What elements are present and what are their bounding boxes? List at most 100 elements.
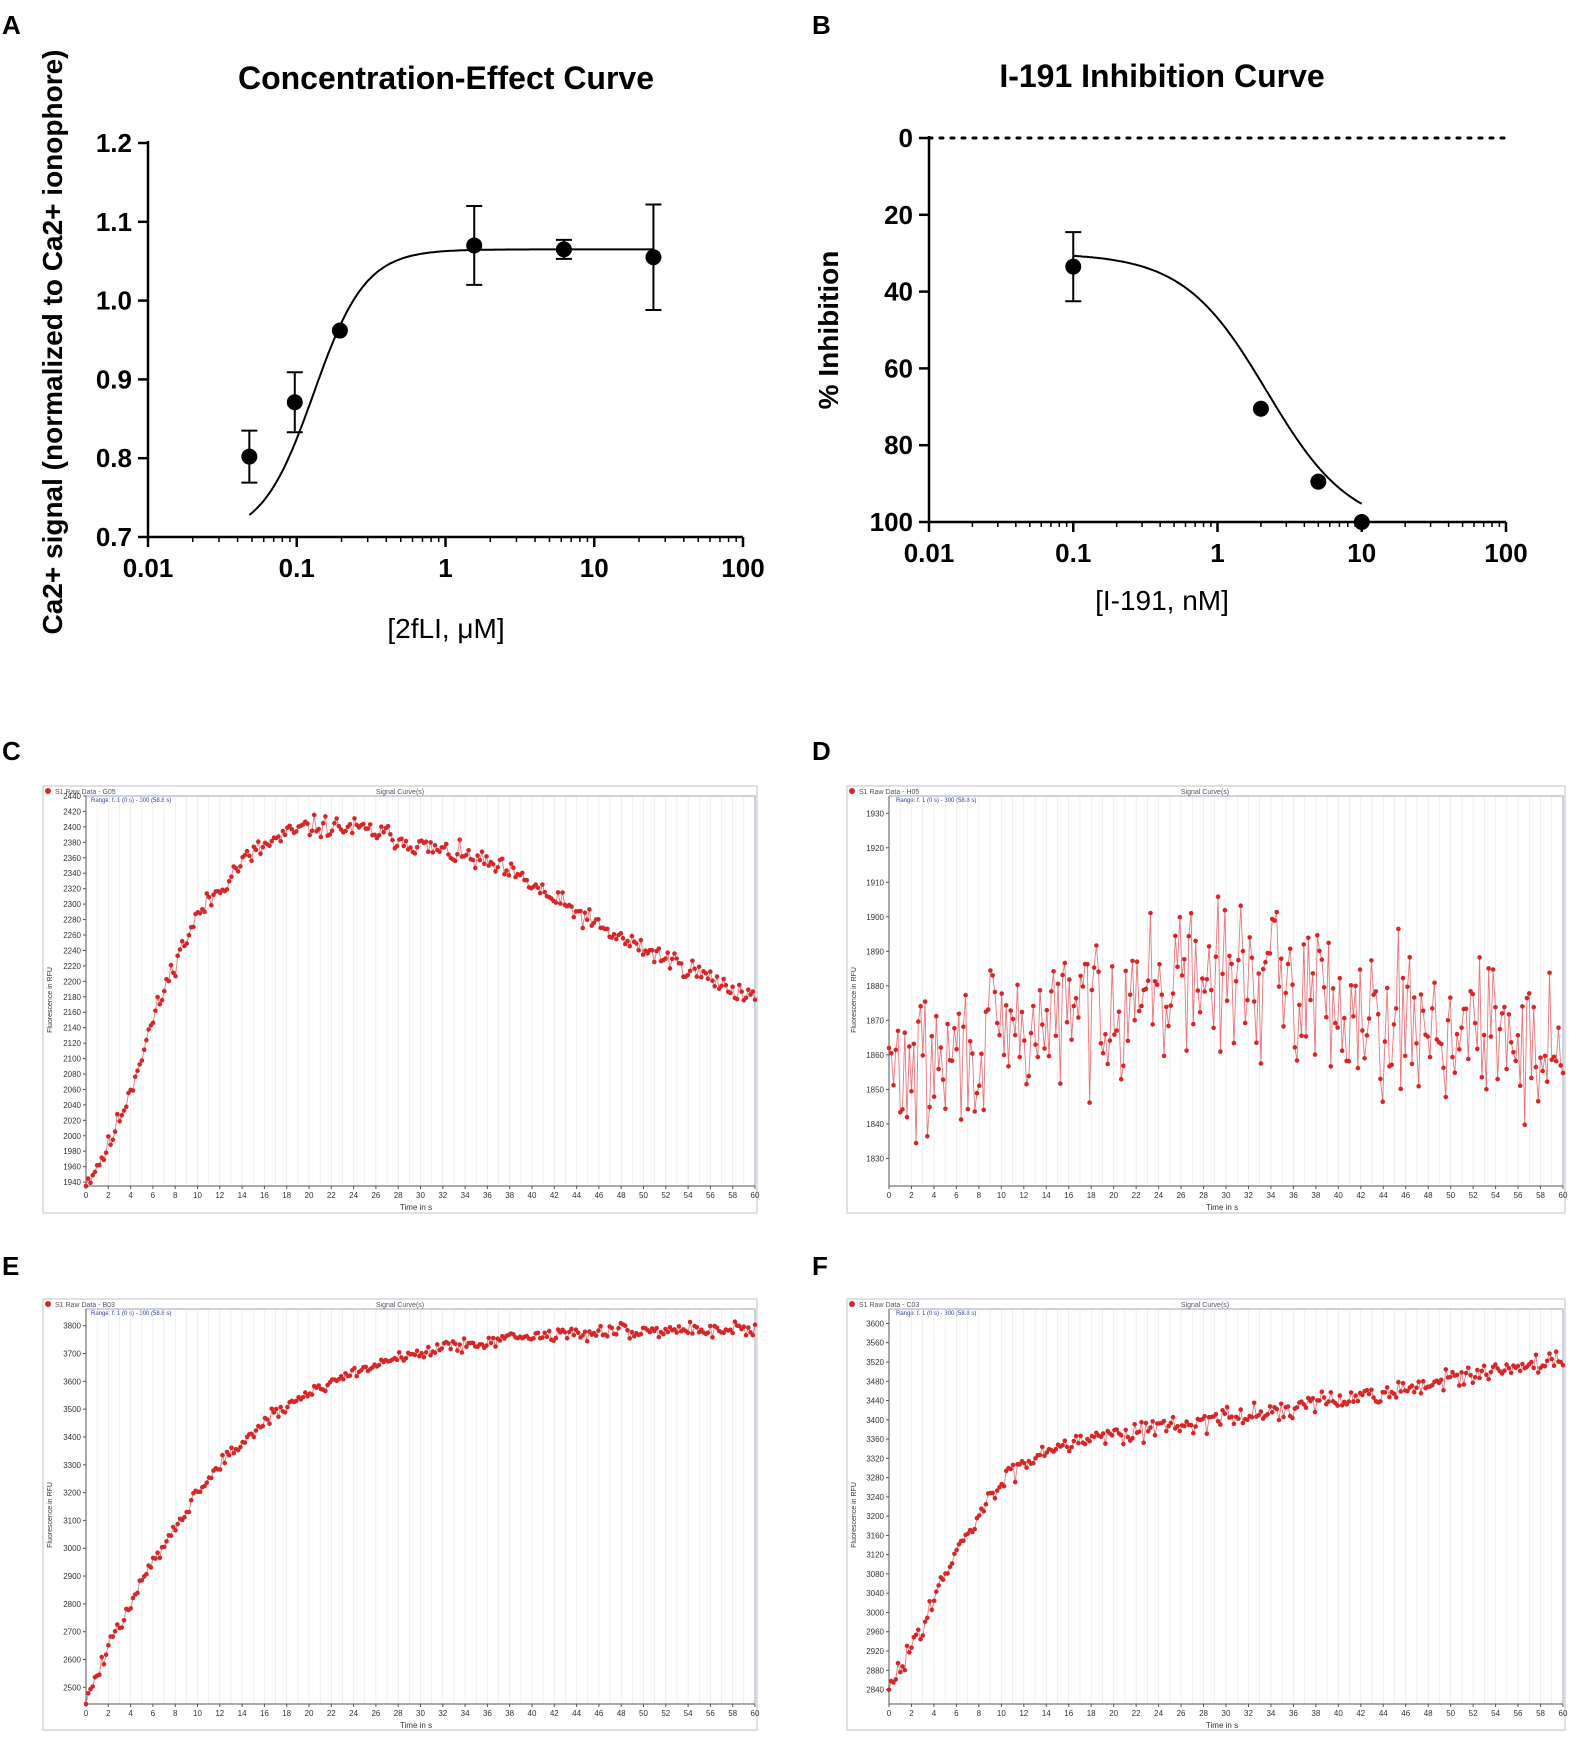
x-tick-label: 44 [1379, 1709, 1388, 1718]
signal-point [414, 1348, 420, 1354]
signal-point [1008, 1008, 1013, 1013]
x-tick-label: 42 [550, 1191, 559, 1200]
y-tick-label: 3000 [866, 1608, 884, 1617]
signal-point [1328, 1064, 1334, 1069]
signal-point [307, 832, 313, 838]
signal-point [1493, 1362, 1498, 1367]
signal-point [652, 959, 657, 965]
panel-a-y-label: Ca2+ signal (normalized to Ca2+ ionophor… [37, 50, 68, 635]
y-tick-label: 2020 [63, 1116, 81, 1125]
y-tick-label: 3080 [866, 1570, 884, 1579]
signal-point [1076, 1015, 1081, 1020]
signal-point [1326, 940, 1331, 946]
signal-point [719, 983, 724, 989]
y-tick-label: 3400 [866, 1416, 884, 1425]
x-tick-label: 10 [193, 1191, 202, 1200]
y-tick-label: 2800 [63, 1600, 81, 1609]
x-tick-label: 56 [706, 1191, 715, 1200]
signal-point [1069, 1037, 1074, 1043]
signal-point [253, 847, 259, 853]
signal-point [1306, 935, 1311, 941]
x-tick-label: 10 [997, 1191, 1006, 1200]
y-tick-label: 20 [884, 200, 913, 230]
signal-point [204, 1480, 210, 1485]
signal-point [555, 890, 561, 895]
y-tick-label: 2960 [866, 1628, 884, 1637]
signal-point [661, 1331, 666, 1337]
y-tick-label: 3100 [63, 1516, 81, 1525]
panel-f-range-label: Range: f. 1 (0 s) - 300 (58.8 s) [896, 1311, 976, 1317]
signal-point [173, 973, 178, 979]
signal-point [1299, 1033, 1304, 1038]
signal-point [224, 1449, 230, 1455]
signal-point [920, 1053, 926, 1058]
signal-point [1488, 1369, 1494, 1375]
signal-point [1348, 983, 1354, 988]
signal-point [1260, 966, 1266, 972]
signal-point [611, 932, 617, 937]
signal-point [1078, 1433, 1083, 1439]
x-tick-label: 18 [1087, 1709, 1096, 1718]
signal-point [1391, 1022, 1397, 1027]
signal-point [1224, 1404, 1230, 1410]
signal-point [135, 1068, 140, 1073]
signal-point [1452, 1070, 1458, 1075]
signal-point [1274, 909, 1279, 915]
signal-point [141, 1047, 147, 1052]
signal-point [1504, 1362, 1509, 1367]
y-tick-label: 3360 [866, 1435, 884, 1444]
signal-point [1161, 1418, 1167, 1424]
signal-point [1493, 1005, 1498, 1010]
signal-point [177, 947, 183, 952]
signal-point [443, 841, 449, 847]
x-tick-label: 8 [977, 1709, 982, 1718]
signal-point [1290, 1415, 1295, 1421]
signal-point [1141, 1440, 1146, 1446]
panel-e-range-label: Range: f. 1 (0 s) - 300 (58.8 s) [91, 1311, 171, 1317]
signal-point [1481, 1363, 1487, 1369]
signal-point [197, 911, 203, 916]
x-tick-label: 46 [594, 1191, 603, 1200]
signal-point [647, 1329, 653, 1335]
signal-point [341, 1377, 346, 1382]
signal-point [913, 1140, 919, 1146]
signal-point [354, 1373, 360, 1379]
signal-point [584, 1338, 590, 1344]
signal-point [687, 1319, 693, 1325]
signal-point [130, 1595, 136, 1601]
signal-point [249, 1431, 254, 1437]
signal-point [83, 1701, 89, 1707]
signal-point [918, 1003, 923, 1009]
signal-point [1175, 964, 1180, 970]
signal-point [1484, 1087, 1489, 1092]
signal-point [1324, 1014, 1329, 1020]
data-point [1065, 258, 1082, 275]
data-point [331, 322, 348, 339]
signal-point [115, 1111, 120, 1117]
signal-point [155, 994, 160, 1000]
y-tick-label: 80 [884, 430, 913, 460]
x-tick-label: 100 [1484, 538, 1527, 568]
signal-point [144, 1037, 149, 1043]
signal-point [1159, 992, 1165, 997]
signal-point [1488, 1034, 1494, 1039]
signal-point [553, 1335, 559, 1341]
x-tick-label: 8 [173, 1709, 178, 1718]
signal-point [441, 845, 447, 850]
signal-point [423, 839, 429, 844]
signal-point [347, 822, 353, 827]
signal-point [1240, 948, 1246, 954]
signal-point [459, 1350, 465, 1355]
signal-point [694, 974, 700, 979]
signal-point [1301, 1402, 1307, 1407]
signal-point [394, 843, 400, 849]
signal-point [696, 964, 702, 970]
signal-point [1096, 969, 1101, 974]
signal-point [1335, 1403, 1340, 1408]
signal-point [1351, 1014, 1356, 1019]
signal-point [1371, 1395, 1376, 1400]
signal-point [575, 1330, 581, 1336]
signal-point [327, 832, 333, 837]
signal-point [1553, 1349, 1559, 1354]
signal-point [1475, 1367, 1480, 1373]
